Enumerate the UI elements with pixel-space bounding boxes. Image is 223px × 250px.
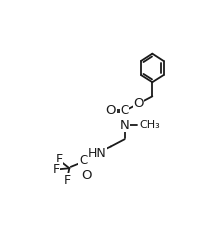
Text: F: F [56, 154, 62, 166]
Text: O: O [105, 104, 116, 117]
Text: F: F [53, 162, 60, 175]
Text: C: C [121, 104, 129, 117]
Text: C: C [79, 154, 87, 168]
Text: CH₃: CH₃ [140, 120, 161, 130]
Text: N: N [120, 118, 130, 132]
Text: O: O [133, 97, 144, 110]
Text: HN: HN [88, 147, 106, 160]
Text: O: O [81, 169, 92, 182]
Text: F: F [64, 174, 71, 187]
